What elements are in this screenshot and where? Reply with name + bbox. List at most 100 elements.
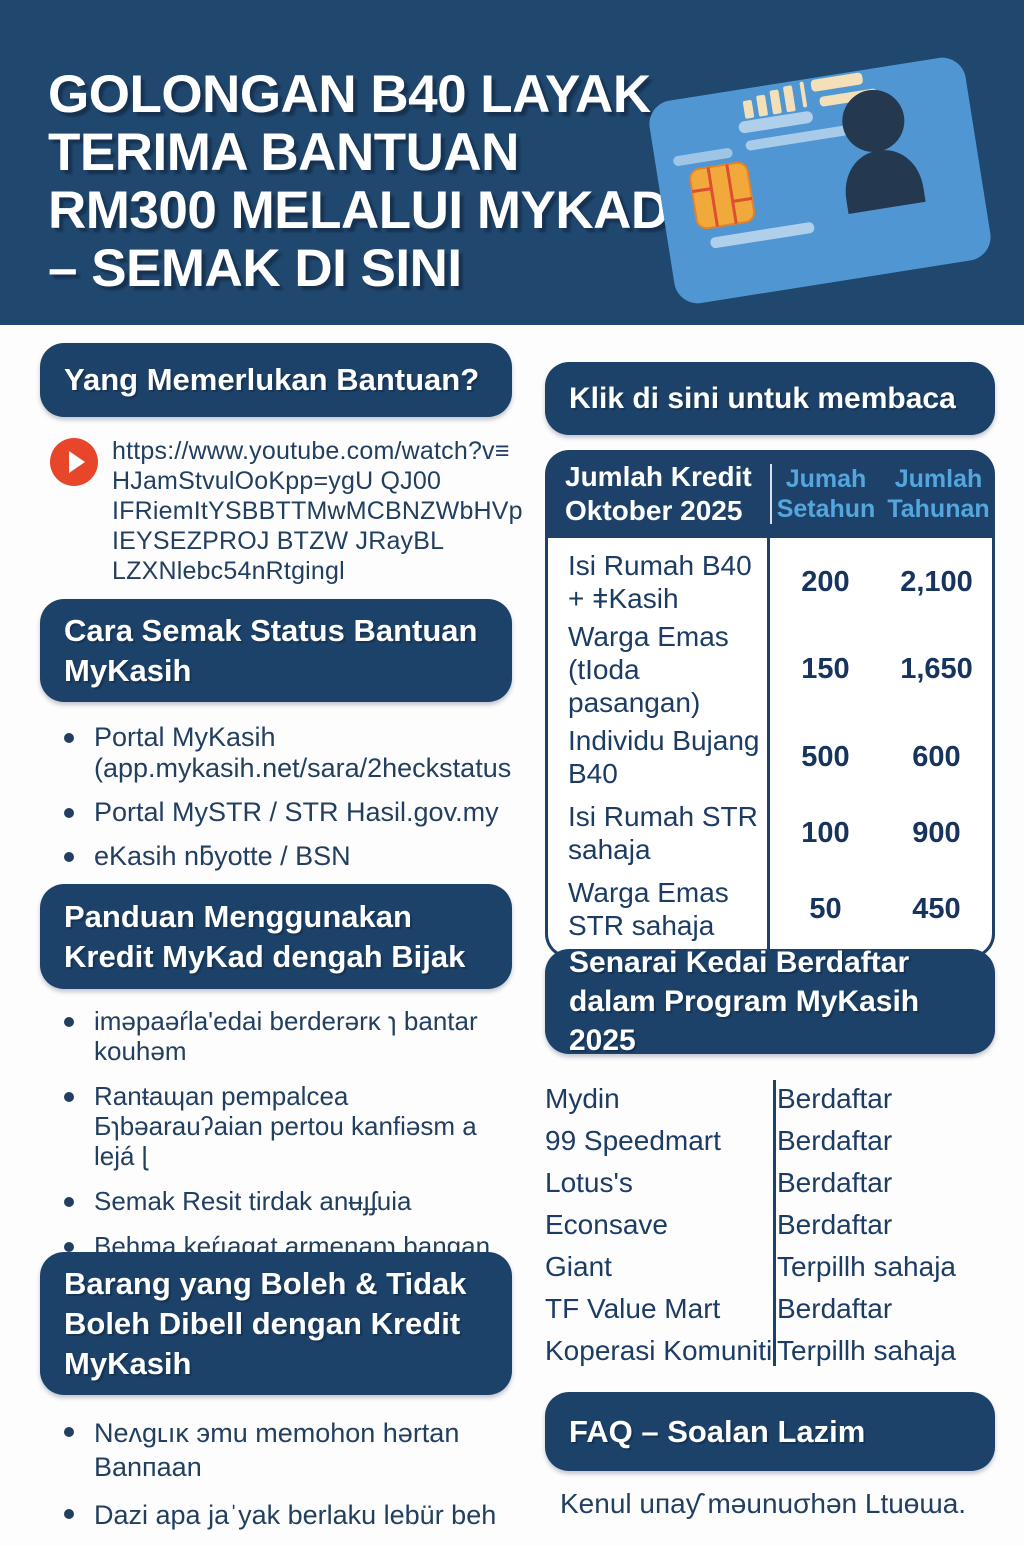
youtube-link-line[interactable]: LZXNlebc54nRtgingl xyxy=(112,557,345,585)
bullet-dot xyxy=(64,808,74,818)
list-item: eKasih nƃyotte / BSN xyxy=(40,841,512,872)
store-name: Mydin xyxy=(545,1083,620,1114)
list-item-text: iməpaəŕla'edai berderərĸ ɿ bantar kouhəm xyxy=(94,1006,478,1066)
row-setahun: 200 xyxy=(801,565,850,598)
section-title: Barang yang Boleh & Tidak Boleh Dibell d… xyxy=(64,1265,467,1381)
table-row: Mydin Berdaftar xyxy=(545,1078,995,1120)
youtube-link-line[interactable]: HJamStvulOoKpp=ygU QJ00 xyxy=(112,467,442,495)
list-item-text: Neʌgʟıĸ эmu memohon hərtan Banпaan xyxy=(94,1418,460,1482)
section-title: FAQ – Soalan Lazim xyxy=(569,1414,866,1449)
card-streak xyxy=(738,111,813,134)
bullet-dot xyxy=(64,1509,74,1519)
page-title: GOLONGAN B40 LAYAK TERIMA BANTUAN RM300 … xyxy=(48,66,669,298)
store-status: Berdaftar xyxy=(777,1083,893,1114)
row-setahun: 500 xyxy=(801,740,850,773)
section-header-stores: Senarai Kedai Berdaftar dalam Program My… xyxy=(545,946,995,1057)
store-name: TF Value Mart xyxy=(545,1293,721,1324)
row-label: Isi Rumah B40 + ǂKasih xyxy=(568,550,752,614)
table-row: Individu Bujang B40 500 600 xyxy=(548,719,992,795)
page-title-line: TERIMA BANTUAN xyxy=(48,123,519,182)
items-allowed-list: Neʌgʟıĸ эmu memohon hərtan Banпaan Dazi … xyxy=(40,1416,512,1546)
row-setahun: 100 xyxy=(801,816,850,849)
list-item-text: Semak Resit tirdak anʉɟʄuia xyxy=(94,1186,412,1216)
list-item: Ranŧaɰan pempalcea Ƃɿbəarauʔaian pertou … xyxy=(40,1081,512,1171)
youtube-link-line[interactable]: IFRiemItYSBBTTMwMCBNZWbHVp xyxy=(112,497,523,525)
store-name: 99 Speedmart xyxy=(545,1125,721,1156)
credit-table-body: Isi Rumah B40 + ǂKasih 200 2,100 Warga E… xyxy=(545,538,995,958)
table-row: TF Value Mart Berdaftar xyxy=(545,1288,995,1330)
list-item-text: Portal MySTR / STR Hasil.gov.my xyxy=(94,797,499,827)
store-status: Berdaftar xyxy=(777,1209,893,1240)
read-more-button[interactable]: Klik di sini untuk membaca xyxy=(545,362,995,435)
credit-table-header: Jumlah Kredit Oktober 2025 Jumah Setahun… xyxy=(545,450,995,538)
page-title-line: RM300 MELALUI MYKAD xyxy=(48,181,669,240)
section-header-who-needs: Yang Memerlukan Bantuan? xyxy=(40,343,512,417)
row-tahunan: 900 xyxy=(912,816,961,849)
credit-table: Jumlah Kredit Oktober 2025 Jumah Setahun… xyxy=(545,450,995,958)
list-item-text: Portal MyKasih (app.mykasih.net/sara/2he… xyxy=(94,722,512,783)
faq-intro-text: Kenul uпaƴ məunuσhən Ltuөɯa. xyxy=(560,1488,967,1519)
card-streak xyxy=(745,123,865,151)
section-title: Senarai Kedai Berdaftar dalam Program My… xyxy=(569,946,920,1057)
table-row: Warga Emas STR sahaja 50 450 xyxy=(548,871,992,947)
row-setahun: 50 xyxy=(809,892,842,925)
section-title: Panduan Menggunakan Kredit MyKad dengah … xyxy=(64,898,466,974)
bullet-dot xyxy=(64,1017,74,1027)
list-item: Semak Resit tirdak anʉɟʄuia xyxy=(40,1186,512,1216)
store-status: Berdaftar xyxy=(777,1125,893,1156)
mykad-card-icon xyxy=(649,57,991,304)
row-tahunan: 450 xyxy=(912,892,961,925)
list-item: Portal MyKasih (app.mykasih.net/sara/2he… xyxy=(40,722,512,784)
section-title: Yang Memerlukan Bantuan? xyxy=(64,362,480,397)
table-row: Isi Rumah B40 + ǂKasih 200 2,100 xyxy=(548,544,992,620)
row-label: Individu Bujang B40 xyxy=(568,725,760,789)
page-title-line: – SEMAK DI SINI xyxy=(48,239,462,298)
list-item-text: Ranŧaɰan pempalcea Ƃɿbəarauʔaian pertou … xyxy=(94,1081,477,1171)
column-divider xyxy=(773,1080,776,1366)
youtube-link-line[interactable]: IEYSEZPROJ BTZW JRayBL xyxy=(112,527,445,555)
page-title-line: GOLONGAN B40 LAYAK xyxy=(48,65,651,124)
store-status: Terpillh sahaja xyxy=(777,1335,956,1366)
section-header-faq: FAQ – Soalan Lazim xyxy=(545,1392,995,1471)
stores-table: Mydin Berdaftar 99 Speedmart Berdaftar L… xyxy=(545,1078,995,1372)
card-streak xyxy=(673,148,733,166)
table-row: Econsave Berdaftar xyxy=(545,1204,995,1246)
row-label: Warga Emas STR sahaja xyxy=(568,877,729,941)
list-item: iməpaəŕla'edai berderərĸ ɿ bantar kouhəm xyxy=(40,1006,512,1066)
store-name: Lotus's xyxy=(545,1167,633,1198)
column-header-setahun: Jumah Setahun xyxy=(776,465,876,523)
person-silhouette-icon xyxy=(842,89,926,214)
youtube-play-icon[interactable] xyxy=(50,438,98,486)
table-row: Lotus's Berdaftar xyxy=(545,1162,995,1204)
usage-guide-list: iməpaəŕla'edai berderərĸ ɿ bantar kouhəm… xyxy=(40,1006,512,1276)
row-tahunan: 2,100 xyxy=(900,565,973,598)
row-setahun: 150 xyxy=(801,653,850,685)
header-divider xyxy=(770,464,772,524)
store-name: Koperasi Komuniti xyxy=(545,1335,773,1366)
section-header-how-to-check: Cara Semak Status Bantuan MyKasih xyxy=(40,599,512,702)
bullet-dot xyxy=(64,852,74,862)
youtube-link-line[interactable]: https://www.youtube.com/watch?v≡ xyxy=(112,437,510,465)
table-row: 99 Speedmart Berdaftar xyxy=(545,1120,995,1162)
card-streak xyxy=(710,222,815,249)
mykad-card-illustration xyxy=(646,54,994,307)
column-header-tahunan: Jumlah Tahunan xyxy=(887,465,990,523)
table-row: Isi Rumah STR sahaja 100 900 xyxy=(548,795,992,871)
check-status-list: Portal MyKasih (app.mykasih.net/sara/2he… xyxy=(40,722,512,885)
store-name: Econsave xyxy=(545,1209,668,1240)
bullet-dot xyxy=(64,1242,74,1252)
table-row: Giant Terpillh sahaja xyxy=(545,1246,995,1288)
list-item: Dazi apa jaˈyak berlaku lebür beh xyxy=(40,1498,512,1532)
youtube-link[interactable]: https://www.youtube.com/watch?v≡ HJamStv… xyxy=(112,436,523,586)
row-tahunan: 600 xyxy=(912,740,961,773)
row-tahunan: 1,650 xyxy=(900,653,973,685)
column-divider xyxy=(767,538,770,955)
store-status: Berdaftar xyxy=(777,1293,893,1324)
store-status: Berdaftar xyxy=(777,1167,893,1198)
bullet-dot xyxy=(64,733,74,743)
list-item: Neʌgʟıĸ эmu memohon hərtan Banпaan xyxy=(40,1416,512,1484)
bullet-dot xyxy=(64,1092,74,1102)
card-chip-icon xyxy=(689,161,756,230)
read-more-button-label: Klik di sini untuk membaca xyxy=(569,382,956,415)
section-header-usage-guide: Panduan Menggunakan Kredit MyKad dengah … xyxy=(40,884,512,989)
